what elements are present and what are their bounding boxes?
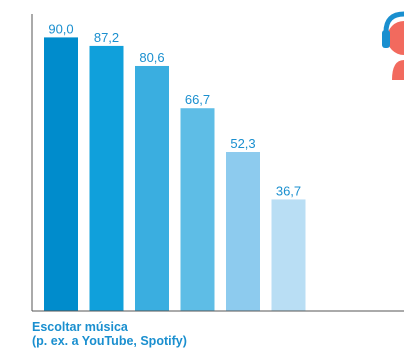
bar-1 [89, 45, 124, 312]
value-label-1: 87,2 [94, 30, 119, 45]
value-label-3: 66,7 [185, 92, 210, 107]
value-labels-layer: 90,0 87,2 80,6 66,7 52,3 36,7 [48, 21, 301, 198]
bar-4 [226, 152, 260, 311]
category-label-line-2: (p. ex. a YouTube, Spotify) [32, 334, 187, 348]
bar-5 [271, 199, 306, 311]
category-label: Escoltar música (p. ex. a YouTube, Spoti… [32, 320, 292, 348]
bar-2 [135, 65, 169, 311]
value-label-2: 80,6 [139, 50, 164, 65]
value-label-5: 36,7 [276, 183, 301, 198]
value-label-4: 52,3 [230, 136, 255, 151]
bar-0 [44, 37, 78, 312]
headphones-person-icon [382, 11, 404, 80]
category-label-line-1: Escoltar música [32, 320, 128, 334]
bars-layer [44, 37, 306, 312]
bar-3 [180, 108, 215, 312]
value-label-0: 90,0 [48, 21, 73, 36]
